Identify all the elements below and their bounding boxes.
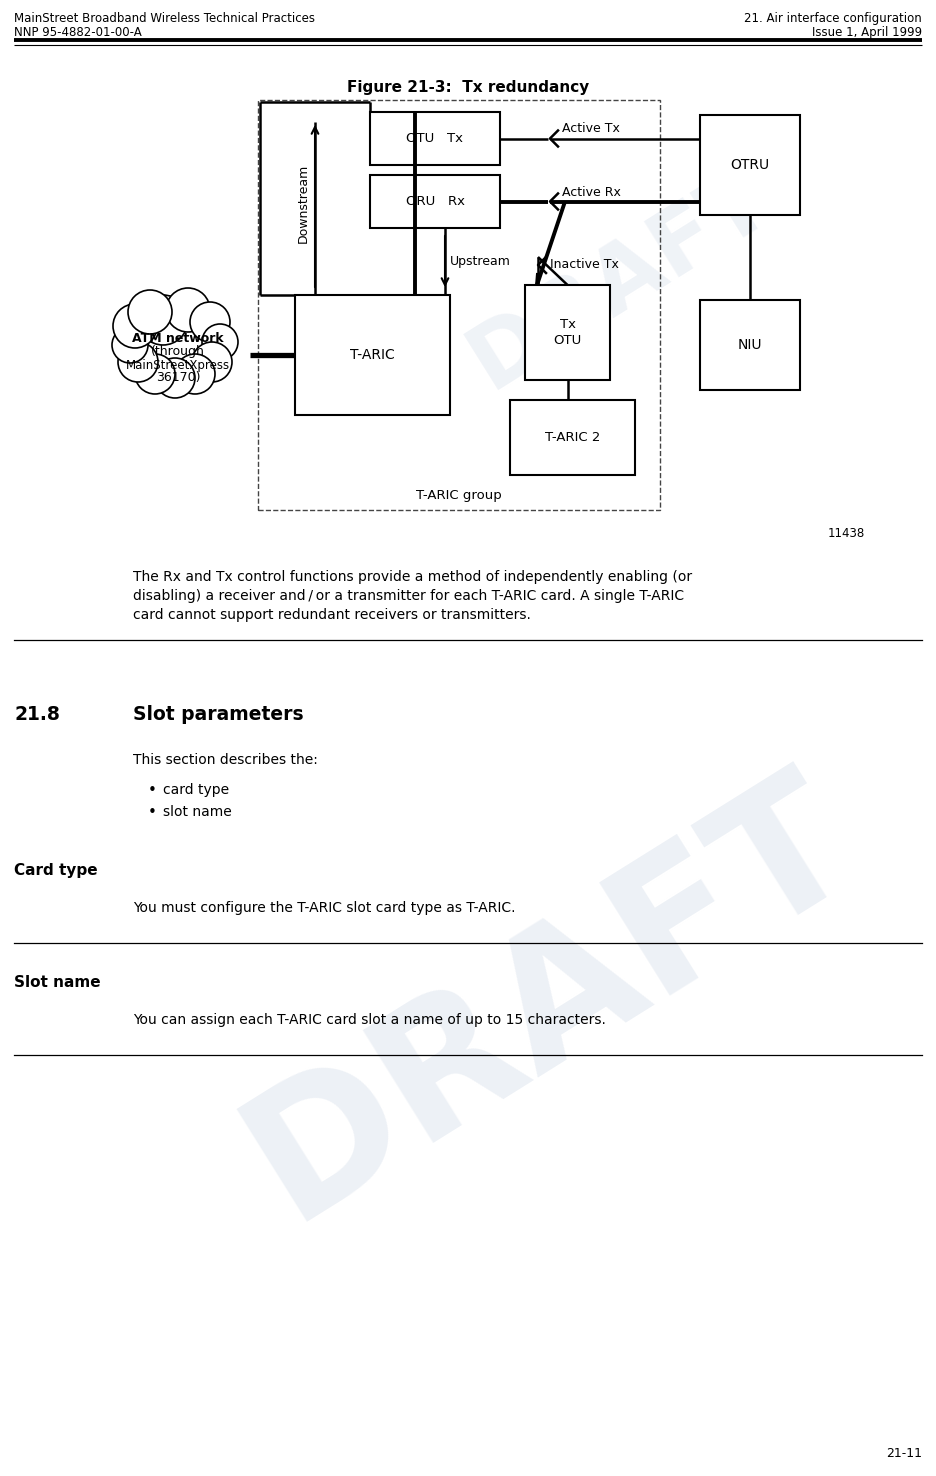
- Text: MainStreetXpress: MainStreetXpress: [126, 359, 230, 372]
- Text: disabling) a receiver and / or a transmitter for each T-ARIC card. A single T-AR: disabling) a receiver and / or a transmi…: [133, 589, 684, 604]
- Text: 11438: 11438: [827, 527, 865, 540]
- Ellipse shape: [110, 303, 246, 407]
- Text: Inactive Tx: Inactive Tx: [550, 258, 619, 272]
- Bar: [370, 112, 500, 165]
- Text: ATM network: ATM network: [132, 332, 224, 345]
- Text: Issue 1, April 1999: Issue 1, April 1999: [812, 27, 922, 38]
- Text: OTU: OTU: [553, 334, 581, 347]
- Text: Active Rx: Active Rx: [562, 186, 621, 198]
- Text: You can assign each T-ARIC card slot a name of up to 15 characters.: You can assign each T-ARIC card slot a n…: [133, 1013, 606, 1027]
- Ellipse shape: [127, 316, 239, 403]
- Text: •: •: [148, 804, 157, 821]
- Text: slot name: slot name: [163, 804, 232, 819]
- Bar: [700, 300, 800, 390]
- Circle shape: [192, 342, 232, 382]
- Text: You must configure the T-ARIC slot card type as T-ARIC.: You must configure the T-ARIC slot card …: [133, 900, 516, 915]
- Text: Figure 21-3:  Tx redundancy: Figure 21-3: Tx redundancy: [347, 80, 589, 94]
- Text: (through: (through: [151, 345, 205, 359]
- Text: •: •: [148, 782, 157, 799]
- Text: NNP 95-4882-01-00-A: NNP 95-4882-01-00-A: [14, 27, 141, 38]
- Text: Slot name: Slot name: [14, 976, 101, 990]
- Bar: [525, 285, 610, 379]
- Text: DRAFT: DRAFT: [454, 154, 786, 407]
- Text: T-ARIC group: T-ARIC group: [417, 489, 502, 502]
- Text: OTRU: OTRU: [730, 158, 769, 173]
- Bar: [258, 100, 660, 511]
- Circle shape: [113, 304, 157, 348]
- Text: DRAFT: DRAFT: [217, 747, 883, 1253]
- Circle shape: [202, 325, 238, 360]
- Bar: [700, 115, 800, 215]
- Text: Upstream: Upstream: [450, 255, 511, 269]
- Text: card type: card type: [163, 782, 229, 797]
- Circle shape: [118, 342, 158, 382]
- Circle shape: [112, 328, 148, 363]
- Bar: [295, 295, 450, 415]
- Circle shape: [128, 289, 172, 334]
- Text: T-ARIC: T-ARIC: [350, 348, 395, 362]
- Text: Active Tx: Active Tx: [562, 123, 620, 136]
- Bar: [510, 400, 635, 475]
- Text: Tx: Tx: [560, 317, 576, 331]
- Circle shape: [135, 354, 175, 394]
- Text: Card type: Card type: [14, 863, 97, 878]
- Text: 21. Air interface configuration: 21. Air interface configuration: [744, 12, 922, 25]
- Text: ORU   Rx: ORU Rx: [405, 195, 464, 208]
- Circle shape: [155, 359, 195, 399]
- Text: The Rx and Tx control functions provide a method of independently enabling (or: The Rx and Tx control functions provide …: [133, 570, 692, 584]
- Bar: [370, 176, 500, 227]
- Text: card cannot support redundant receivers or transmitters.: card cannot support redundant receivers …: [133, 608, 531, 621]
- Text: Slot parameters: Slot parameters: [133, 706, 303, 725]
- Text: 21.8: 21.8: [14, 706, 60, 725]
- Text: OTU   Tx: OTU Tx: [406, 131, 463, 145]
- Text: 21-11: 21-11: [886, 1446, 922, 1460]
- Text: Downstream: Downstream: [297, 164, 310, 244]
- Circle shape: [166, 288, 210, 332]
- Text: NIU: NIU: [738, 338, 762, 351]
- Circle shape: [138, 295, 188, 345]
- Text: 36170): 36170): [155, 372, 200, 385]
- Circle shape: [175, 354, 215, 394]
- Circle shape: [190, 303, 230, 342]
- Text: MainStreet Broadband Wireless Technical Practices: MainStreet Broadband Wireless Technical …: [14, 12, 315, 25]
- Text: This section describes the:: This section describes the:: [133, 753, 318, 768]
- Text: T-ARIC 2: T-ARIC 2: [545, 431, 600, 444]
